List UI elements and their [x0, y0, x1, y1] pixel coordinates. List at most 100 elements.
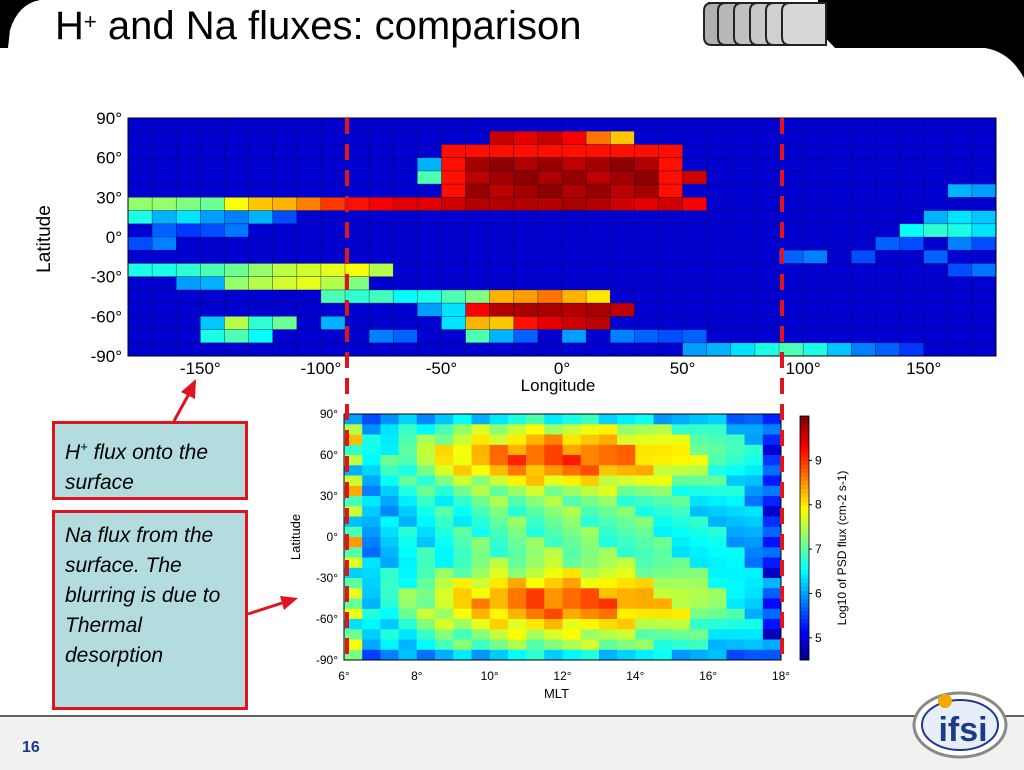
na-cell — [671, 608, 691, 620]
na-cell — [544, 414, 563, 425]
hplus-cell — [971, 237, 996, 251]
na-cell — [526, 567, 545, 579]
na-cell — [762, 567, 782, 579]
na-cell — [380, 485, 399, 497]
hplus-pointer-arrowhead — [181, 379, 196, 399]
na-cell — [489, 434, 509, 446]
na-cell — [744, 444, 764, 456]
na-cell — [762, 516, 782, 528]
hplus-cell — [320, 289, 345, 304]
na-cell — [526, 588, 545, 599]
na-cell — [507, 444, 527, 456]
na-cell — [635, 619, 654, 630]
na-cell — [726, 506, 745, 517]
na-cell — [362, 649, 381, 661]
na-cell — [635, 465, 654, 476]
na-cell — [544, 649, 563, 661]
na-cell — [344, 567, 363, 579]
na-cell — [690, 629, 709, 640]
na-cell — [726, 475, 745, 487]
na-cell — [562, 444, 581, 456]
hplus-cell — [562, 329, 587, 343]
na-cell — [344, 455, 363, 466]
colorbar-segment — [800, 570, 809, 575]
na-cell — [744, 588, 764, 599]
na-cell — [671, 537, 691, 548]
na-cell — [416, 578, 436, 589]
hplus-y-axis-label: Latitude — [34, 205, 55, 273]
na-cell — [635, 475, 654, 487]
na-cell — [344, 526, 363, 538]
na-cell — [708, 588, 727, 599]
na-cell — [598, 526, 618, 538]
hplus-cell — [224, 276, 249, 290]
hplus-cell — [562, 157, 587, 171]
colorbar-segment — [800, 468, 809, 474]
na-cell — [416, 516, 436, 528]
na-cell — [598, 475, 618, 487]
hplus-x-tick-label: -150° — [180, 359, 221, 378]
hplus-cell — [610, 329, 635, 343]
na-cell — [562, 424, 581, 435]
na-cell — [507, 547, 527, 558]
na-cell — [744, 619, 764, 630]
colorbar-segment — [800, 529, 809, 535]
na-cell — [344, 629, 363, 640]
na-cell — [762, 424, 782, 435]
colorbar-tick-label: 7 — [815, 542, 822, 556]
hplus-cell — [128, 263, 153, 277]
na-cell — [635, 537, 654, 548]
na-cell — [416, 465, 436, 476]
na-cell — [708, 567, 727, 579]
hplus-cell — [417, 303, 442, 317]
na-cell — [507, 639, 527, 651]
na-cell — [744, 537, 764, 548]
na-cell — [744, 578, 764, 589]
na-cell — [489, 414, 509, 425]
hplus-cell — [634, 184, 659, 198]
na-cell — [580, 578, 600, 589]
na-cell — [398, 567, 418, 579]
na-cell — [362, 516, 381, 528]
na-cell — [562, 516, 581, 528]
na-cell — [507, 608, 527, 620]
hplus-cell — [272, 197, 297, 211]
hplus-cell — [489, 144, 514, 158]
na-cell — [653, 578, 672, 589]
na-cell — [744, 465, 764, 476]
hplus-cell — [562, 184, 587, 198]
na-cell — [435, 588, 454, 599]
hplus-cell — [754, 342, 779, 356]
colorbar-segment — [800, 558, 809, 563]
na-cell — [690, 567, 709, 579]
colorbar-segment — [800, 509, 809, 514]
na-cell — [671, 455, 691, 466]
na-cell — [762, 649, 782, 661]
na-cell — [580, 485, 600, 497]
colorbar-segment — [800, 525, 809, 531]
na-cell — [416, 414, 436, 425]
na-cell — [416, 444, 436, 456]
na-cell — [653, 567, 672, 579]
na-cell — [435, 475, 454, 487]
na-cell — [435, 506, 454, 517]
colorbar-segment — [800, 493, 809, 498]
hplus-cell — [272, 276, 297, 290]
hplus-cell — [658, 157, 683, 171]
na-cell — [708, 516, 727, 528]
na-cell — [635, 557, 654, 569]
na-cell — [489, 496, 509, 507]
na-cell — [489, 526, 509, 538]
na-cell — [507, 455, 527, 466]
na-cell — [762, 526, 782, 538]
na-cell — [635, 547, 654, 558]
na-cell — [453, 444, 472, 456]
hplus-cell — [586, 197, 611, 211]
na-cell — [398, 598, 418, 610]
na-cell — [344, 516, 363, 528]
na-cell — [526, 475, 545, 487]
na-cell — [726, 588, 745, 599]
na-cell — [762, 578, 782, 589]
na-cell — [671, 496, 691, 507]
